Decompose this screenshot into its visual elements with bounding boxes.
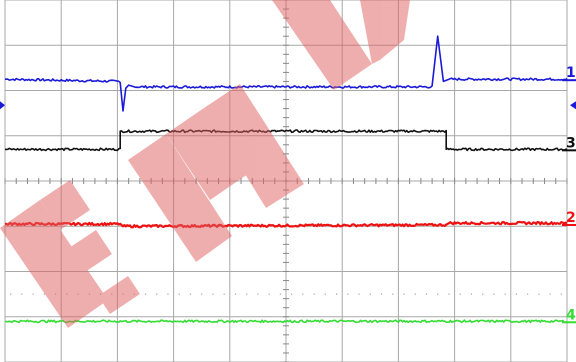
trigger-right-arrow-icon [570, 101, 576, 110]
grid-dot [32, 293, 34, 295]
grid-dot [437, 293, 439, 295]
grid-dot [380, 293, 383, 295]
grid-dot [527, 293, 529, 295]
grid-dot [470, 293, 473, 295]
trace-ch4 [4, 319, 568, 324]
grid-dot [538, 293, 540, 295]
watermark-letter-d [360, 0, 410, 64]
grid-dot [10, 293, 12, 295]
grid-dot [223, 293, 225, 295]
grid-dot [425, 293, 428, 295]
grid-dot [493, 293, 495, 295]
traces [4, 35, 568, 324]
grid-dot [358, 293, 360, 295]
grid-dot [257, 293, 259, 295]
grid-dot [212, 293, 214, 295]
watermark-letter-n [128, 134, 232, 262]
grid-dot [279, 293, 281, 295]
grid-dot [268, 293, 270, 295]
grid-dot [178, 293, 180, 295]
grid-dot [459, 293, 461, 295]
grid-dot [167, 293, 169, 295]
graticule [4, 0, 568, 362]
grid-dot [515, 293, 518, 295]
grid-dot [414, 293, 416, 295]
grid-dot [504, 293, 506, 295]
watermark-letter-n [204, 84, 304, 208]
grid-dot [313, 293, 315, 295]
grid-dot [291, 293, 293, 295]
grid-dot [144, 293, 147, 295]
channel-markers: 1 3 2 4 [0, 65, 576, 324]
grid-dot [347, 293, 349, 295]
grid-dot [403, 293, 405, 295]
watermark-letter-e [40, 180, 90, 230]
watermark [0, 0, 410, 328]
watermark-letter-n [166, 108, 248, 200]
grid-dot [392, 293, 394, 295]
trigger-left-arrow-icon [0, 101, 5, 110]
trace-ch1 [5, 35, 568, 112]
trace-ch3 [4, 129, 568, 152]
grid-dot [369, 293, 371, 295]
grid-dot [246, 293, 248, 295]
grid-dot [448, 293, 450, 295]
grid-dot [549, 293, 551, 295]
channel-label-4: 4 [566, 307, 576, 323]
channel-label-1: 1 [566, 65, 576, 81]
watermark-letter-d [272, 0, 372, 90]
grid-dot [21, 293, 23, 295]
grid-dot [324, 293, 326, 295]
channel-label-2: 2 [566, 210, 576, 226]
channel-label-3: 3 [566, 135, 576, 151]
grid-dot [201, 293, 203, 295]
grid-dot [560, 293, 562, 295]
watermark-letter-e [66, 230, 112, 274]
grid-dot [189, 293, 192, 295]
grid-dot [234, 293, 237, 295]
watermark-letter-e [98, 276, 140, 314]
watermark-letter-e [0, 200, 108, 328]
grid-dot [156, 293, 158, 295]
grid-dot [43, 293, 45, 295]
grid-dot [482, 293, 484, 295]
grid-dot [302, 293, 304, 295]
trace-ch2 [4, 220, 568, 229]
grid-dot [335, 293, 338, 295]
